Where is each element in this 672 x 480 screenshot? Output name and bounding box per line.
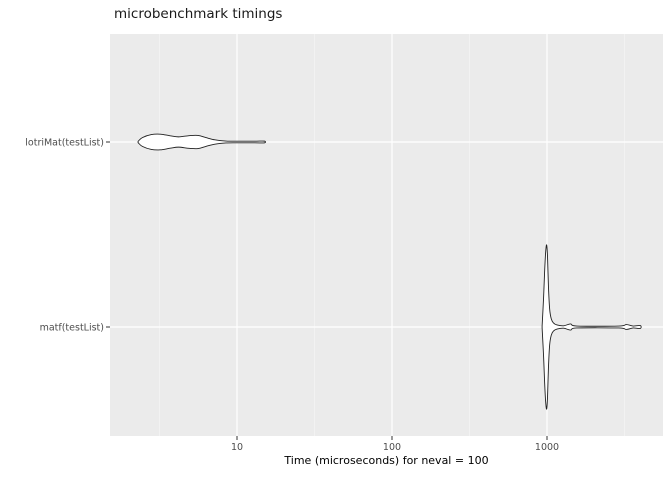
x-tick-label: 10 — [231, 442, 243, 453]
plot-panel — [110, 34, 663, 436]
y-tick-label: lotriMat(testList) — [25, 138, 104, 149]
chart-title: microbenchmark timings — [114, 6, 283, 22]
x-tick-label: 100 — [383, 442, 401, 453]
x-tick-label: 1000 — [535, 442, 559, 453]
x-axis-title: Time (microseconds) for neval = 100 — [284, 454, 489, 467]
violin-series-1 — [541, 244, 642, 410]
violin-series-0 — [137, 133, 266, 151]
y-tick-label: matf(testList) — [40, 323, 104, 334]
